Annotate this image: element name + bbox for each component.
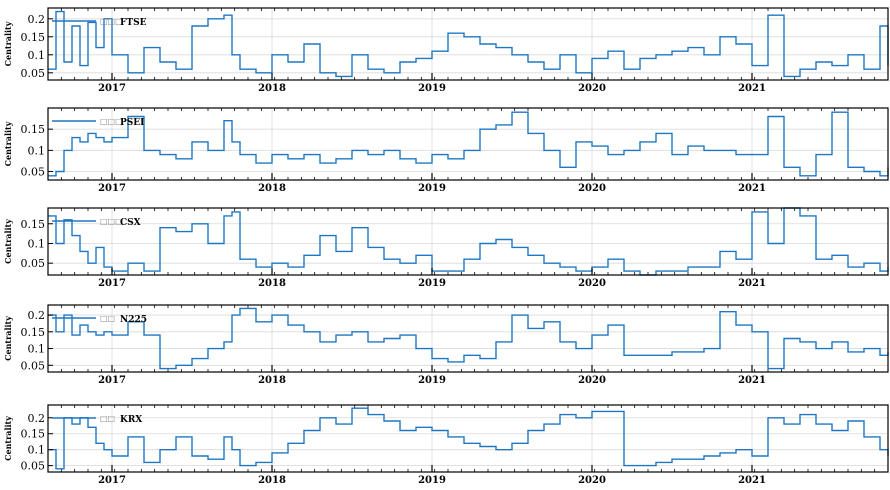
y-tick-label: 0.05	[21, 166, 46, 179]
y-tick-label: 0.1	[28, 237, 46, 250]
legend-label: KRX	[120, 415, 142, 425]
x-tick-label: 2017	[98, 183, 126, 194]
y-tick-label: 0.05	[21, 460, 46, 473]
y-axis-label: Centrality	[3, 21, 13, 66]
x-tick-label: 2020	[578, 475, 606, 486]
y-tick-label: 0.2	[28, 13, 46, 26]
x-tick-label: 2020	[578, 278, 606, 289]
axes-frame	[47, 404, 889, 473]
y-tick-label: 0.15	[21, 428, 46, 441]
y-tick-label: 0.2	[28, 309, 46, 322]
chart-panel-krx: 0.05 0.1 0.15 0.2 2017 2018 2019 2020 2021 Centra…	[3, 404, 889, 486]
x-tick-label: 2018	[258, 475, 286, 486]
chart-panel-ftse: 0.05 0.1 0.15 0.2 2017 2018 2019 2020 2021 Centra…	[3, 7, 889, 94]
legend-prefix: □□□	[100, 17, 123, 26]
y-tick-label: 0.1	[28, 444, 46, 457]
axes-frame	[47, 7, 889, 81]
x-tick-label: 2021	[738, 278, 766, 289]
series-line-psei	[48, 111, 889, 177]
axes-frame	[47, 107, 889, 181]
series-line-krx	[48, 407, 889, 470]
x-tick-label: 2019	[418, 375, 446, 386]
axes-frame	[47, 207, 889, 276]
legend-label: CSX	[120, 218, 141, 228]
x-tick-label: 2018	[258, 83, 286, 94]
x-tick-label: 2019	[418, 475, 446, 486]
x-tick-label: 2017	[98, 83, 126, 94]
y-tick-label: 0.05	[21, 67, 46, 80]
x-tick-label: 2018	[258, 375, 286, 386]
x-tick-label: 2021	[738, 375, 766, 386]
y-tick-label: 0.1	[28, 144, 46, 157]
y-tick-label: 0.15	[21, 123, 46, 136]
x-tick-label: 2020	[578, 183, 606, 194]
x-tick-label: 2018	[258, 278, 286, 289]
y-tick-label: 0.1	[28, 49, 46, 62]
legend-label: PSEI	[120, 118, 144, 128]
x-tick-label: 2017	[98, 475, 126, 486]
y-axis-label: Centrality	[3, 416, 13, 461]
chart-panel-csx: 0.05 0.1 0.15 2017 2018 2019 2020 2021 Centralit…	[3, 207, 889, 289]
y-tick-label: 0.15	[21, 218, 46, 231]
x-tick-label: 2021	[738, 475, 766, 486]
series-line-csx	[48, 207, 889, 276]
legend-prefix: □□	[100, 314, 115, 323]
y-tick-label: 0.05	[21, 359, 46, 372]
series-line-n225	[48, 307, 889, 370]
x-tick-label: 2018	[258, 183, 286, 194]
y-tick-label: 0.15	[21, 326, 46, 339]
y-tick-label: 0.1	[28, 343, 46, 356]
x-tick-label: 2019	[418, 278, 446, 289]
x-tick-label: 2017	[98, 375, 126, 386]
legend-prefix: □□	[100, 414, 115, 423]
chart-panel-psei: 0.05 0.1 0.15 2017 2018 2019 2020 2021 Centralit…	[3, 107, 889, 194]
y-tick-label: 0.15	[21, 31, 46, 44]
axes-frame	[47, 304, 889, 373]
y-axis-label: Centrality	[3, 219, 13, 264]
y-axis-label: Centrality	[3, 121, 13, 166]
x-tick-label: 2020	[578, 83, 606, 94]
x-tick-label: 2019	[418, 183, 446, 194]
y-axis-label: Centrality	[3, 316, 13, 361]
chart-panel-n225: 0.05 0.1 0.15 0.2 2017 2018 2019 2020 2021 Centra…	[3, 304, 889, 386]
y-tick-label: 0.2	[28, 412, 46, 425]
legend-label: N225	[120, 315, 147, 325]
x-tick-label: 2019	[418, 83, 446, 94]
x-tick-label: 2017	[98, 278, 126, 289]
x-tick-label: 2021	[738, 83, 766, 94]
series-line-ftse	[48, 10, 889, 78]
y-tick-label: 0.05	[21, 257, 46, 270]
x-tick-label: 2021	[738, 183, 766, 194]
legend-prefix: □□□	[100, 117, 123, 126]
x-tick-label: 2020	[578, 375, 606, 386]
legend-label: FTSE	[120, 18, 147, 28]
legend-prefix: □□□	[100, 217, 123, 226]
